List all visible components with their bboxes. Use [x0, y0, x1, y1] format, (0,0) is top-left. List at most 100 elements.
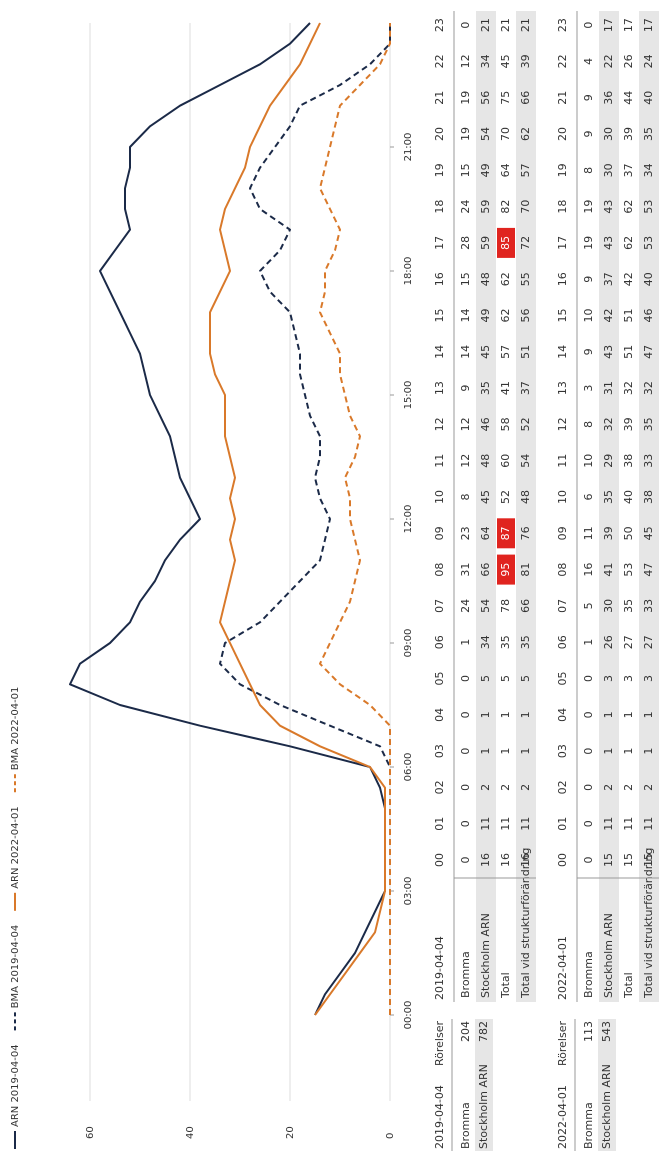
table-header: Rörelser: [433, 1021, 446, 1066]
cell-value: 0: [582, 711, 595, 718]
cell-value: 45: [479, 345, 492, 359]
cell-value: 66: [519, 599, 532, 613]
x-tick-label: 21:00: [403, 133, 414, 162]
cell-value: 56: [479, 91, 492, 105]
cell-value: 12: [459, 54, 472, 68]
cell-value: 70: [519, 200, 532, 214]
cell-value: 15: [642, 853, 655, 867]
cell-value: 47: [642, 563, 655, 577]
cell-value: 21: [499, 18, 512, 32]
cell-value: 27: [642, 635, 655, 649]
cell-value: 0: [459, 711, 472, 718]
cell-value: 30: [602, 599, 615, 613]
cell-value: 42: [622, 272, 635, 286]
cell-value: 85: [499, 236, 512, 250]
cell-value: 0: [459, 857, 472, 864]
cell-value: 52: [499, 490, 512, 504]
row-label: Bromma: [459, 951, 472, 998]
highlight-cell: [497, 227, 515, 258]
legend-label: BMA 2022-04-01: [10, 687, 21, 771]
row-label: Bromma: [582, 1102, 595, 1149]
cell-value: 15: [459, 163, 472, 177]
cell-value: 3: [602, 675, 615, 682]
cell-value: 1: [519, 748, 532, 755]
cell-value: 39: [519, 54, 532, 68]
cell-value: 45: [499, 54, 512, 68]
cell-value: 3: [622, 675, 635, 682]
hour-label: 17: [433, 236, 446, 250]
hour-label: 21: [433, 91, 446, 105]
table-header: Rörelser: [556, 1021, 569, 1066]
row-bg: [476, 11, 496, 1002]
cell-value: 70: [499, 127, 512, 141]
cell-value: 11: [582, 526, 595, 540]
hour-label: 13: [556, 381, 569, 395]
cell-value: 10: [582, 454, 595, 468]
cell-value: 42: [602, 309, 615, 323]
cell-value: 24: [459, 599, 472, 613]
cell-value: 40: [642, 272, 655, 286]
hour-label: 04: [433, 708, 446, 722]
cell-value: 43: [602, 200, 615, 214]
row-bg: [598, 1019, 616, 1151]
cell-value: 75: [499, 91, 512, 105]
cell-value: 19: [459, 127, 472, 141]
cell-value: 81: [519, 563, 532, 577]
cell-value: 0: [582, 820, 595, 827]
cell-value: 48: [479, 454, 492, 468]
cell-value: 2: [642, 784, 655, 791]
x-tick-label: 15:00: [403, 381, 414, 410]
cell-value: 53: [642, 236, 655, 250]
cell-value: 0: [582, 857, 595, 864]
hour-label: 22: [433, 54, 446, 68]
hour-label: 08: [433, 563, 446, 577]
hour-label: 20: [433, 127, 446, 141]
cell-value: 19: [459, 91, 472, 105]
cell-value: 33: [642, 454, 655, 468]
cell-value: 9: [582, 348, 595, 355]
cell-value: 1: [642, 711, 655, 718]
cell-value: 39: [622, 417, 635, 431]
cell-value: 46: [642, 309, 655, 323]
cell-value: 62: [622, 236, 635, 250]
hour-label: 19: [433, 163, 446, 177]
cell-value: 15: [459, 272, 472, 286]
cell-value: 95: [499, 563, 512, 577]
row-value: 782: [477, 1021, 490, 1042]
cell-value: 5: [479, 675, 492, 682]
table-title: 2022-04-01: [556, 936, 569, 1000]
cell-value: 30: [602, 163, 615, 177]
hour-label: 05: [556, 672, 569, 686]
cell-value: 36: [602, 91, 615, 105]
y-tick-label: 60: [85, 1126, 96, 1139]
legend-label: BMA 2019-04-04: [10, 925, 21, 1009]
cell-value: 51: [519, 345, 532, 359]
cell-value: 9: [582, 276, 595, 283]
series-line: [319, 23, 391, 1015]
cell-value: 23: [459, 526, 472, 540]
cell-value: 41: [499, 381, 512, 395]
cell-value: 2: [499, 784, 512, 791]
cell-value: 58: [499, 417, 512, 431]
cell-value: 16: [519, 853, 532, 867]
cell-value: 8: [582, 421, 595, 428]
cell-value: 62: [622, 200, 635, 214]
cell-value: 24: [459, 200, 472, 214]
row-label: Stockholm ARN: [602, 913, 615, 998]
cell-value: 45: [479, 490, 492, 504]
cell-value: 60: [499, 454, 512, 468]
cell-value: 0: [459, 820, 472, 827]
cell-value: 15: [622, 853, 635, 867]
hour-label: 23: [556, 18, 569, 32]
cell-value: 40: [622, 490, 635, 504]
hour-label: 01: [556, 817, 569, 831]
highlight-cell: [497, 518, 515, 549]
cell-value: 16: [479, 853, 492, 867]
hour-label: 12: [433, 417, 446, 431]
cell-value: 54: [519, 454, 532, 468]
cell-value: 24: [642, 54, 655, 68]
row-bg: [639, 11, 659, 1002]
cell-value: 64: [499, 163, 512, 177]
cell-value: 51: [622, 309, 635, 323]
